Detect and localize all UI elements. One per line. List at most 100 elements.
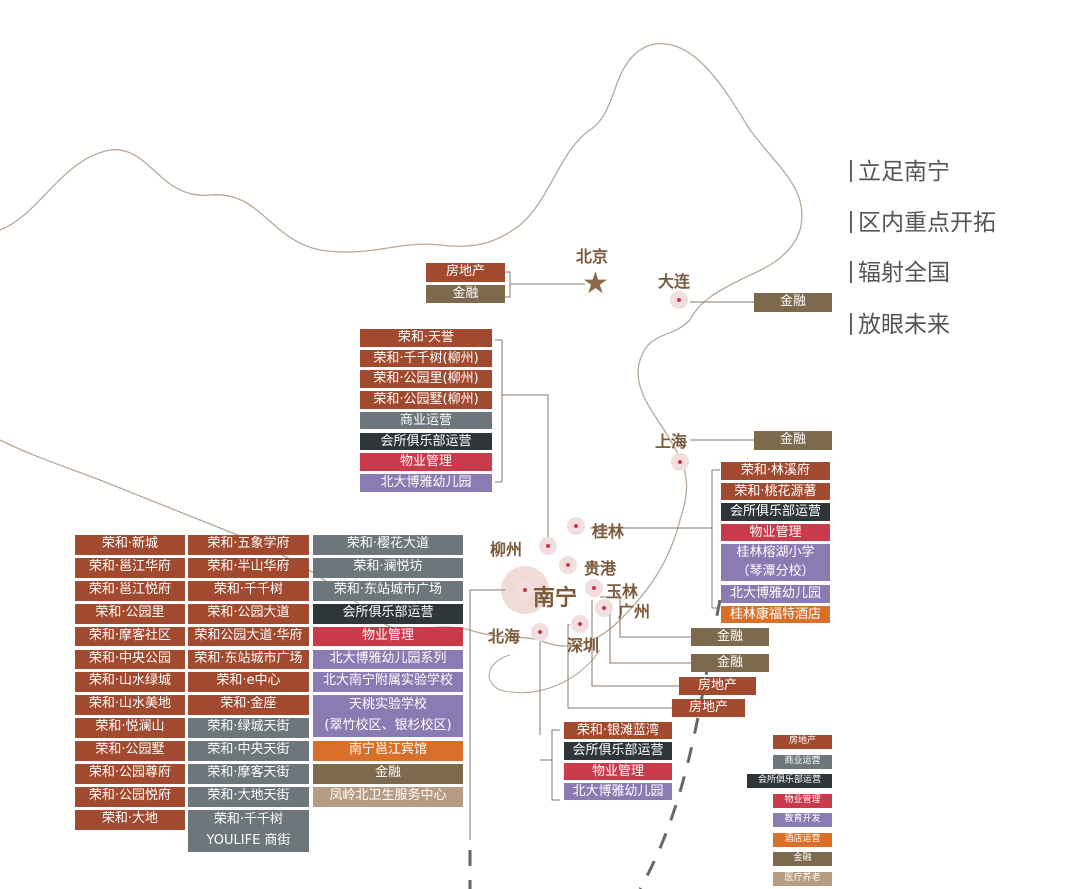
city-dot xyxy=(566,563,570,567)
nanning2-item: 荣和·e中心 xyxy=(188,672,309,693)
city-dot xyxy=(602,606,606,610)
guangzhou-item: 金融 xyxy=(691,654,769,672)
legend-item-com: 商业运营 xyxy=(773,754,832,769)
nanning1-item: 荣和·摩客社区 xyxy=(75,626,185,647)
nanning2-item: 荣和·大地天街 xyxy=(188,786,309,807)
nanning3-item: 会所俱乐部运营 xyxy=(313,603,463,624)
nanning3-item: 金融 xyxy=(313,764,463,784)
nanning1-item: 荣和·公园墅 xyxy=(75,741,185,761)
nanning1-item: 荣和·公园里 xyxy=(75,603,185,624)
nanning2-item: 荣和·绿城天街 xyxy=(188,718,309,739)
nanning1-item: 荣和·山水绿城 xyxy=(75,672,185,693)
beijing-item: 金融 xyxy=(426,284,505,303)
connector-line xyxy=(590,469,720,609)
nanning1-item: 荣和·大地 xyxy=(75,809,185,830)
guilin-item: 荣和·林溪府 xyxy=(721,462,830,480)
nanning3-item: 北大南宁附属实验学校 xyxy=(313,672,463,693)
city-dot xyxy=(578,622,582,626)
guilin-item: 物业管理 xyxy=(721,523,830,541)
beihai-item: 物业管理 xyxy=(564,762,672,780)
connector-line xyxy=(505,271,585,298)
shanghai-item: 金融 xyxy=(754,431,832,450)
liuzhou-item: 商业运营 xyxy=(360,411,492,430)
legend-item-club: 会所俱乐部运营 xyxy=(747,774,832,788)
beijing-item: 房地产 xyxy=(426,263,505,282)
city-dot xyxy=(678,460,682,464)
guilin-item: 北大博雅幼儿园 xyxy=(721,585,830,603)
nanning2-item: 荣和·摩客天街 xyxy=(188,764,309,784)
coastline xyxy=(488,649,601,694)
guilin-item: 桂林榕湖小学 （琴潭分校） xyxy=(721,544,830,581)
legend-item-pm: 物业管理 xyxy=(773,793,832,808)
city-dot xyxy=(523,588,527,592)
star-icon: ★ xyxy=(582,266,609,301)
city-label: 北海 xyxy=(488,627,521,646)
nanning2-item: 荣和·千千树 YOULIFE 商街 xyxy=(188,809,309,852)
nanning3-item: 物业管理 xyxy=(313,626,463,647)
nanning2-item: 荣和·千千树 xyxy=(188,580,309,601)
shenzhen-item: 房地产 xyxy=(672,699,745,717)
nanning1-item: 荣和·新城 xyxy=(75,535,185,555)
liuzhou-item: 会所俱乐部运营 xyxy=(360,432,492,451)
nanning3-item: 凤岭北卫生服务中心 xyxy=(313,786,463,807)
nanning2-item: 荣和·半山华府 xyxy=(188,557,309,578)
guilin-item: 荣和·桃花源著 xyxy=(721,482,830,500)
liuzhou-item: 荣和·天誉 xyxy=(360,329,492,347)
city-label: 贵港 xyxy=(584,559,617,578)
nanning2-item: 荣和·公园大道 xyxy=(188,603,309,624)
liuzhou-item: 北大博雅幼儿园 xyxy=(360,473,492,492)
nanning1-item: 荣和·邕江华府 xyxy=(75,557,185,578)
nanning1-item: 荣和·山水美地 xyxy=(75,695,185,716)
nanning3-item: 荣和·东站城市广场 xyxy=(313,580,463,601)
city-label: 上海 xyxy=(655,432,688,451)
liuzhou-item: 荣和·公园墅(柳州) xyxy=(360,391,492,409)
legend-item-fin: 金融 xyxy=(773,852,832,866)
slogan: 立足南宁 xyxy=(850,152,950,186)
slogan: 辐射全国 xyxy=(850,253,950,287)
connector-line xyxy=(469,589,691,840)
connector-line xyxy=(495,339,549,538)
city-label: 深圳 xyxy=(567,636,600,655)
nanning1-item: 荣和·中央公园 xyxy=(75,649,185,670)
connector-line xyxy=(591,600,679,687)
city-label: 玉林 xyxy=(606,582,639,601)
nanning2-item: 荣和公园大道·华府 xyxy=(188,626,309,647)
city-label: 柳州 xyxy=(490,540,523,559)
guilin-item: 会所俱乐部运营 xyxy=(721,503,830,521)
city-dot xyxy=(538,630,542,634)
liuzhou-item: 荣和·公园里(柳州) xyxy=(360,370,492,389)
city-dot xyxy=(546,544,550,548)
nanning3-item: 荣和·澜悦坊 xyxy=(313,557,463,578)
connector-line xyxy=(609,610,691,664)
connector-line xyxy=(567,624,672,709)
legend-item-hotel: 酒店运营 xyxy=(773,832,832,847)
nanning2-item: 荣和·东站城市广场 xyxy=(188,649,309,670)
city-label: 广州 xyxy=(618,602,651,621)
city-dot xyxy=(574,524,578,528)
beihai-item: 会所俱乐部运营 xyxy=(564,742,672,760)
city-label: 南宁 xyxy=(533,586,578,611)
nanning1-item: 荣和·邕江悦府 xyxy=(75,580,185,601)
city-dot xyxy=(677,298,681,302)
nanning3-item: 北大博雅幼儿园系列 xyxy=(313,649,463,670)
city-label: 北京 xyxy=(576,247,609,266)
dalian-item: 金融 xyxy=(754,293,832,312)
city-label: 大连 xyxy=(658,272,691,291)
nanning3-item: 天桃实验学校 (翠竹校区、银杉校区) xyxy=(313,695,463,738)
guilin-item: 桂林康福特酒店 xyxy=(721,605,830,623)
legend-item-re: 房地产 xyxy=(773,735,832,749)
slogan: 区内重点开拓 xyxy=(850,203,996,237)
city-label: 桂林 xyxy=(592,522,625,541)
nanning1-item: 荣和·公园尊府 xyxy=(75,764,185,784)
nanning3-item: 南宁邕江宾馆 xyxy=(313,741,463,761)
guigang-item: 房地产 xyxy=(679,677,756,695)
nanning1-item: 荣和·悦澜山 xyxy=(75,718,185,739)
connector-line xyxy=(539,640,560,801)
legend-item-edu: 教育开发 xyxy=(773,813,832,827)
nanning3-item: 荣和·樱花大道 xyxy=(313,535,463,555)
liuzhou-item: 荣和·千千树(柳州) xyxy=(360,349,492,368)
liuzhou-item: 物业管理 xyxy=(360,453,492,471)
slogan: 放眼未来 xyxy=(850,305,950,339)
beihai-item: 荣和·银滩蓝湾 xyxy=(564,722,672,740)
